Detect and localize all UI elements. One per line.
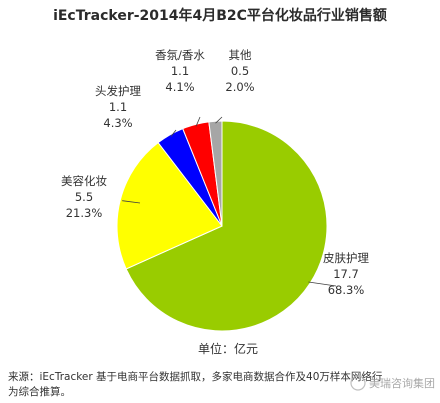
pie-slices xyxy=(116,120,328,332)
leader-line-1 xyxy=(122,200,141,204)
leader-lines xyxy=(122,116,337,287)
pie-slice-0 xyxy=(125,120,328,332)
source-line-2: 为综合推算。 xyxy=(8,385,71,398)
slice-label-value-0: 17.7 xyxy=(333,267,359,281)
watermark: 美瑞咨询集团 xyxy=(350,375,435,391)
leader-line-0 xyxy=(308,281,337,287)
slice-label-value-4: 0.5 xyxy=(231,64,249,78)
slice-label-pct-3: 4.1% xyxy=(165,80,194,94)
wechat-icon xyxy=(350,375,366,391)
source-line-1: 来源：iEcTracker 基于电商平台数据抓取，多家电商数据合作及40万样本网… xyxy=(8,370,383,383)
slice-labels: 皮肤护理 17.7 68.3% 美容化妆 5.5 21.3% 头发护理 1.1 4.3% 香氛/香… xyxy=(61,48,369,297)
slice-label-value-1: 5.5 xyxy=(75,190,93,204)
slice-label-name-3: 香氛/香水 xyxy=(155,48,205,62)
slice-label-value-2: 1.1 xyxy=(109,100,127,114)
unit-note: 单位：亿元 xyxy=(198,341,258,356)
slice-label-pct-1: 21.3% xyxy=(66,206,103,220)
slice-label-name-0: 皮肤护理 xyxy=(323,251,369,265)
leader-line-4 xyxy=(215,116,223,124)
slice-label-name-1: 美容化妆 xyxy=(61,174,107,188)
pie-slice-4 xyxy=(208,120,223,227)
leader-line-3 xyxy=(195,116,201,127)
slice-label-name-4: 其他 xyxy=(229,48,252,62)
watermark-text: 美瑞咨询集团 xyxy=(369,376,435,390)
slice-label-value-3: 1.1 xyxy=(171,64,189,78)
leader-line-2 xyxy=(170,129,177,137)
chart-title: iEcTracker-2014年4月B2C平台化妆品行业销售额 xyxy=(53,7,387,24)
slice-label-pct-4: 2.0% xyxy=(225,80,254,94)
slice-label-name-2: 头发护理 xyxy=(95,84,141,98)
slice-label-pct-0: 68.3% xyxy=(328,283,365,297)
slice-label-pct-2: 4.3% xyxy=(103,116,132,130)
pie-slice-1 xyxy=(116,141,223,270)
